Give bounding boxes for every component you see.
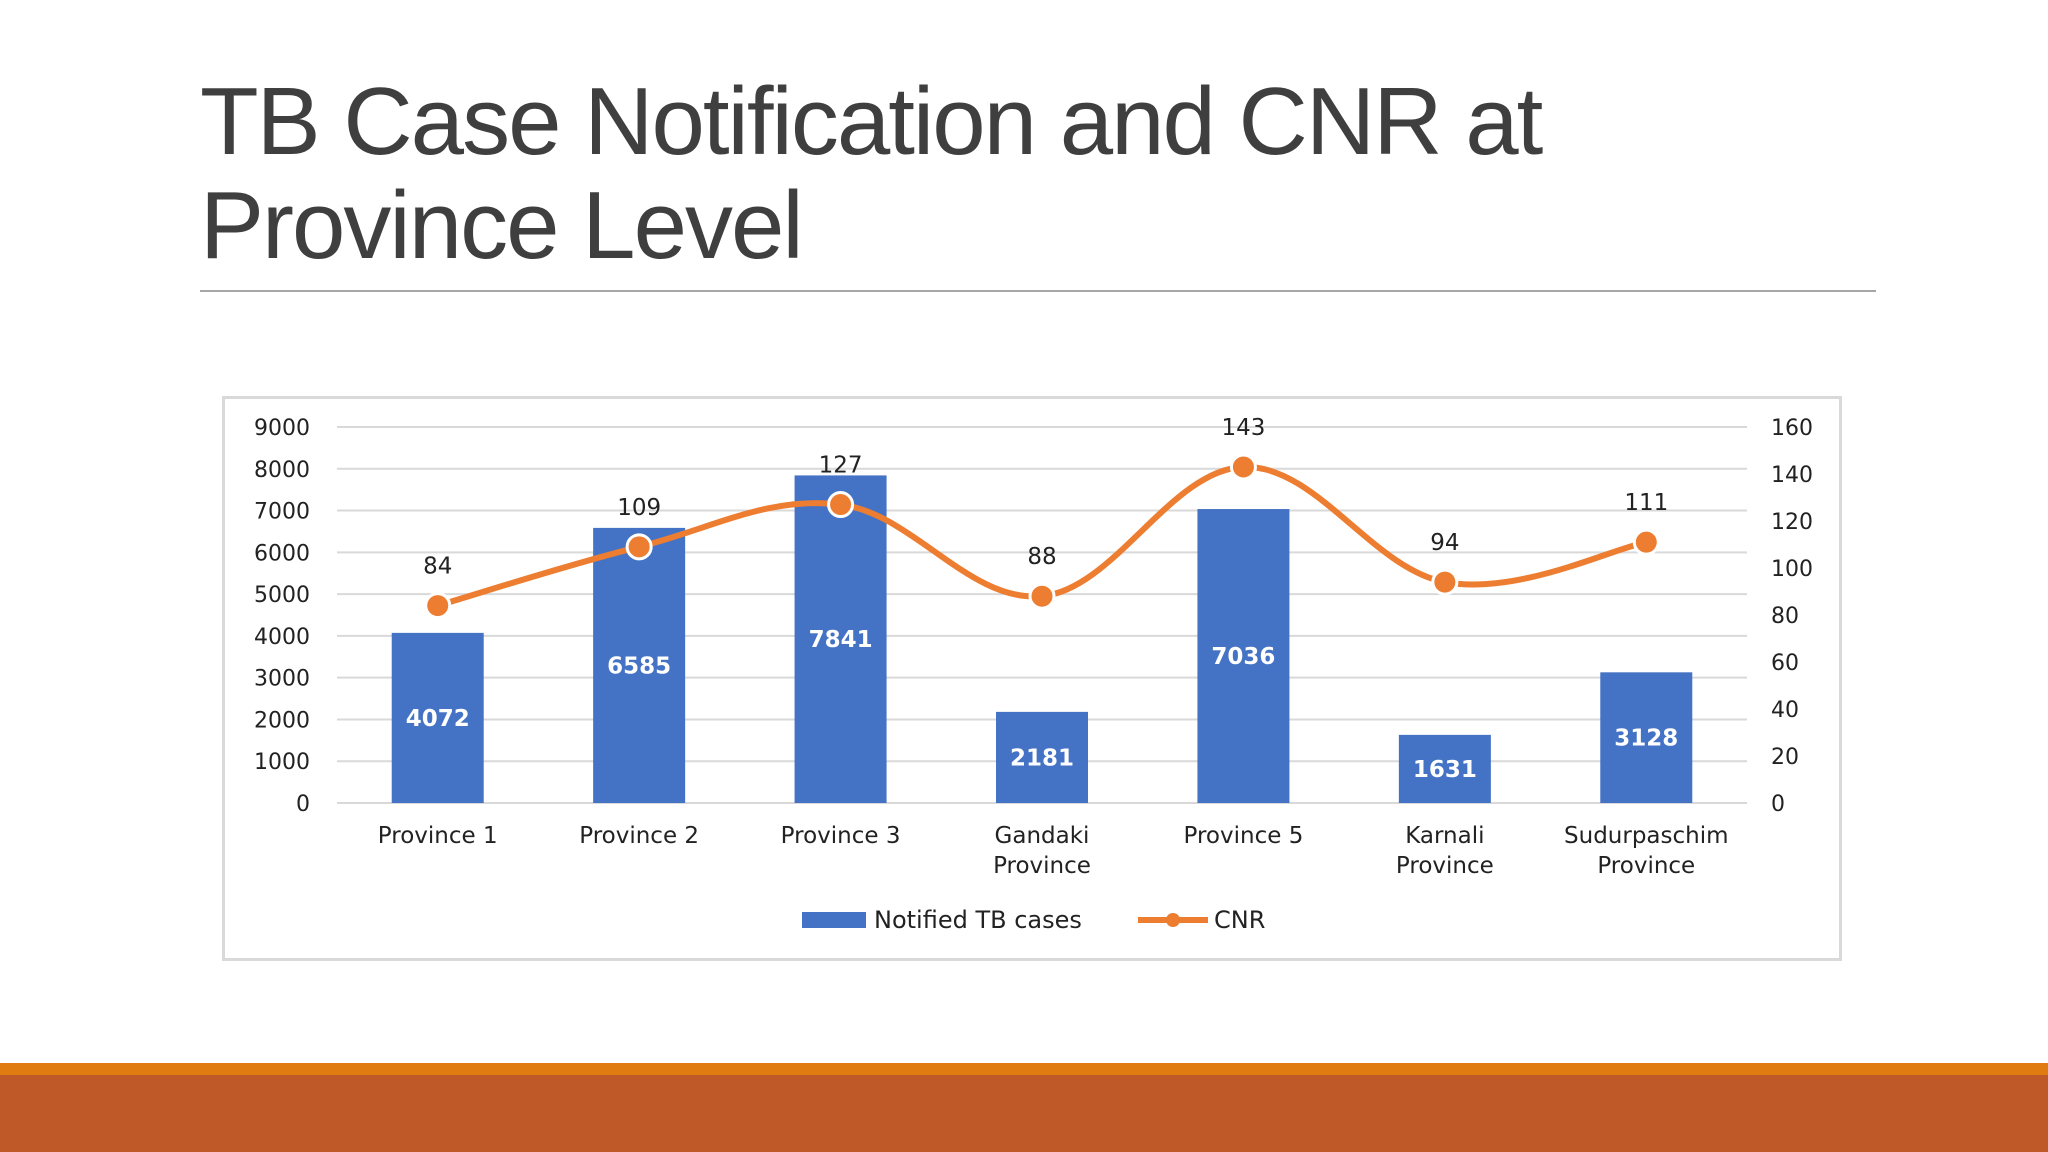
y-left-tick-label: 9000 [254,416,310,441]
cnr-point [1431,568,1459,596]
y-right-tick-label: 80 [1771,604,1799,629]
bar [1600,672,1693,803]
cnr-data-label: 94 [1430,530,1459,556]
footer-band-accent [0,1063,2048,1075]
legend-swatch-bars [802,912,866,928]
cnr-point [827,491,855,519]
y-right-tick-label: 60 [1771,651,1799,676]
y-right-tick-label: 160 [1771,416,1813,441]
cnr-data-label: 127 [819,453,863,479]
bar-data-label: 7036 [1211,644,1275,670]
y-left-tick-label: 0 [296,792,310,817]
cnr-data-label: 84 [423,554,452,580]
bar [1398,734,1491,803]
legend-swatch-point [1166,913,1180,927]
cnr-data-label: 143 [1221,415,1265,441]
y-left-tick-label: 1000 [254,750,310,775]
x-category-label: Province 1 [378,823,498,849]
cnr-point [625,533,653,561]
x-category-label: Province 2 [579,823,699,849]
footer-band [0,1075,2048,1152]
bar [391,632,484,803]
y-left-tick-label: 8000 [254,458,310,483]
y-left-tick-label: 6000 [254,541,310,566]
bar-data-label: 3128 [1614,726,1678,752]
bar [794,475,887,803]
y-right-tick-label: 100 [1771,557,1813,582]
y-right-tick-label: 120 [1771,510,1813,535]
x-category-label: Province [993,853,1091,879]
slide-title: TB Case Notification and CNR at Province… [200,68,1543,279]
cnr-point [1229,453,1257,481]
cnr-data-label: 88 [1027,544,1056,570]
x-category-label: Province [1396,853,1494,879]
bar-data-label: 1631 [1413,757,1477,783]
bar-data-label: 6585 [607,653,671,679]
y-left-tick-label: 7000 [254,500,310,525]
cnr-data-label: 109 [617,495,661,521]
x-category-label: Province 3 [781,823,901,849]
legend-label-bars: Notified TB cases [874,906,1082,934]
x-category-label: Province 5 [1184,823,1304,849]
title-divider [200,290,1876,292]
y-right-tick-label: 20 [1771,745,1799,770]
bar [1197,509,1290,803]
y-right-tick-label: 0 [1771,792,1785,817]
bar [996,711,1088,803]
bar-data-label: 7841 [809,627,873,653]
x-category-label: Karnali [1405,823,1484,849]
y-left-tick-label: 5000 [254,583,310,608]
cnr-point [424,592,452,620]
x-category-label: Province [1597,853,1695,879]
y-right-tick-label: 40 [1771,698,1799,723]
x-category-label: Sudurpaschim [1564,823,1729,849]
x-category-label: Gandaki [995,823,1090,849]
cnr-point [1028,582,1056,610]
y-left-tick-label: 2000 [254,708,310,733]
y-left-tick-label: 3000 [254,667,310,692]
cnr-point [1632,528,1660,556]
y-left-tick-label: 4000 [254,625,310,650]
bar-data-label: 4072 [406,706,470,732]
cnr-data-label: 111 [1624,490,1668,516]
y-right-tick-label: 140 [1771,463,1813,488]
bar-data-label: 2181 [1010,745,1074,771]
bar [593,527,686,803]
legend-label-line: CNR [1214,906,1265,934]
